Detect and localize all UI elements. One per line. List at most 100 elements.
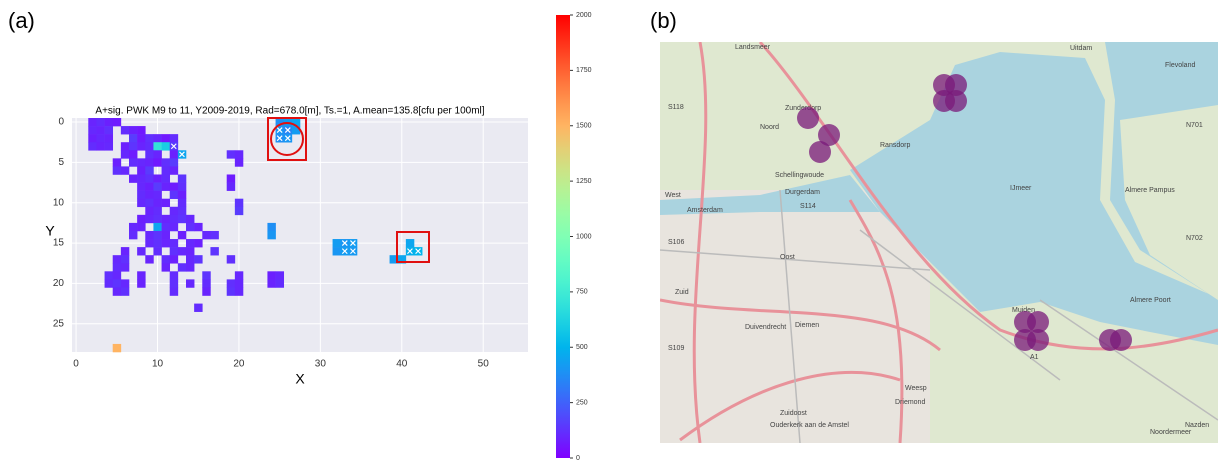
heatmap-cell (113, 287, 121, 295)
heatmap-cell (235, 150, 243, 158)
heatmap-cell (105, 118, 113, 126)
map: LandsmeerZunderdorpNoordRansdorpSchellin… (660, 42, 1218, 443)
figure: (a) (b) A+sig. PWK M9 to 11, Y2009-2019,… (0, 0, 1219, 464)
colorbar-tick-label: 2000 (576, 12, 592, 19)
heatmap-cell (153, 183, 161, 191)
heatmap-cell (178, 191, 186, 199)
heatmap-cell (162, 134, 170, 142)
heatmap-cell (129, 158, 137, 166)
map-site (1110, 329, 1132, 351)
heatmap-cell (162, 223, 170, 231)
heatmap-cell (129, 150, 137, 158)
heatmap-cell (129, 223, 137, 231)
heatmap-cell (235, 199, 243, 207)
heatmap-cell (137, 271, 145, 279)
heatmap-cell (105, 134, 113, 142)
heatmap-cell (162, 239, 170, 247)
heatmap-cell (113, 271, 121, 279)
heatmap-cell (194, 239, 202, 247)
heatmap-cell (235, 271, 243, 279)
heatmap-cell (162, 183, 170, 191)
heatmap-cell (145, 158, 153, 166)
heatmap-cell (145, 239, 153, 247)
map-label: S114 (800, 203, 816, 210)
colorbar-tick-label: 1750 (576, 67, 592, 74)
y-axis-label: Y (45, 223, 55, 239)
heatmap-cell (145, 191, 153, 199)
heatmap-cell (170, 271, 178, 279)
heatmap-cell (170, 134, 178, 142)
heatmap-cell (186, 223, 194, 231)
heatmap-cell (153, 207, 161, 215)
heatmap-cell (129, 174, 137, 182)
map-label: Amsterdam (687, 207, 723, 214)
heatmap-cell (186, 255, 194, 263)
heatmap-cell (178, 263, 186, 271)
heatmap-cell (137, 183, 145, 191)
heatmap-cell (202, 231, 210, 239)
map-site (945, 90, 967, 112)
heatmap-cell (88, 142, 96, 150)
map-label: Noord (760, 124, 779, 131)
x-tick-label: 20 (233, 359, 245, 370)
heatmap-cell (145, 215, 153, 223)
heatmap-cell (178, 207, 186, 215)
heatmap-cell (186, 215, 194, 223)
heatmap-cell (129, 126, 137, 134)
heatmap-cell (235, 158, 243, 166)
heatmap-cell (162, 166, 170, 174)
heatmap-cell (137, 142, 145, 150)
heatmap-cell (333, 247, 341, 255)
heatmap-cell (227, 150, 235, 158)
map-label: Noordermeer (1150, 429, 1192, 436)
heatmap-cell (145, 231, 153, 239)
heatmap-cell (235, 287, 243, 295)
heatmap-cell (227, 255, 235, 263)
x-tick-label: 30 (315, 359, 327, 370)
x-tick-label: 50 (478, 359, 490, 370)
colorbar-tick-label: 0 (576, 455, 580, 462)
colorbar-tick-label: 1250 (576, 178, 592, 185)
map-label: Zuid (675, 289, 689, 296)
heatmap-cell (178, 215, 186, 223)
map-label: N701 (1186, 122, 1203, 129)
colorbar (556, 15, 570, 458)
colorbar-tick-label: 750 (576, 289, 588, 296)
heatmap-cell (186, 247, 194, 255)
heatmap-cell (267, 271, 275, 279)
heatmap-cell (88, 134, 96, 142)
map-label: S109 (668, 345, 684, 352)
map-label: Almere Pampus (1125, 187, 1175, 194)
heatmap-cell (145, 183, 153, 191)
heatmap-cell (145, 255, 153, 263)
heatmap-cell (121, 166, 129, 174)
heatmap-cell (129, 231, 137, 239)
map-label: N702 (1186, 235, 1203, 242)
colorbar-tick-label: 500 (576, 344, 588, 351)
heatmap-cell (145, 207, 153, 215)
heatmap-cell (235, 279, 243, 287)
heatmap-cell (210, 247, 218, 255)
heatmap-cell (162, 174, 170, 182)
map-label: Diemen (795, 322, 819, 329)
heatmap-cell (194, 255, 202, 263)
heatmap-cell (170, 183, 178, 191)
heatmap-cell (202, 279, 210, 287)
heatmap-cell (162, 263, 170, 271)
heatmap-cell (137, 215, 145, 223)
heatmap-cell (406, 239, 414, 247)
heatmap-cell (121, 287, 129, 295)
heatmap-cell (105, 142, 113, 150)
heatmap-cell (170, 207, 178, 215)
heatmap-cell (137, 134, 145, 142)
heatmap-cell (186, 239, 194, 247)
map-label: West (665, 192, 681, 199)
heatmap-cell (170, 239, 178, 247)
heatmap-cell (202, 287, 210, 295)
heatmap-cell (137, 199, 145, 207)
map-label: Ouderkerk aan de Amstel (770, 422, 849, 429)
map-label: Duivendrecht (745, 324, 786, 331)
heatmap-cell (113, 279, 121, 287)
map-label: Driemond (895, 399, 925, 406)
y-tick-label: 5 (58, 157, 64, 168)
